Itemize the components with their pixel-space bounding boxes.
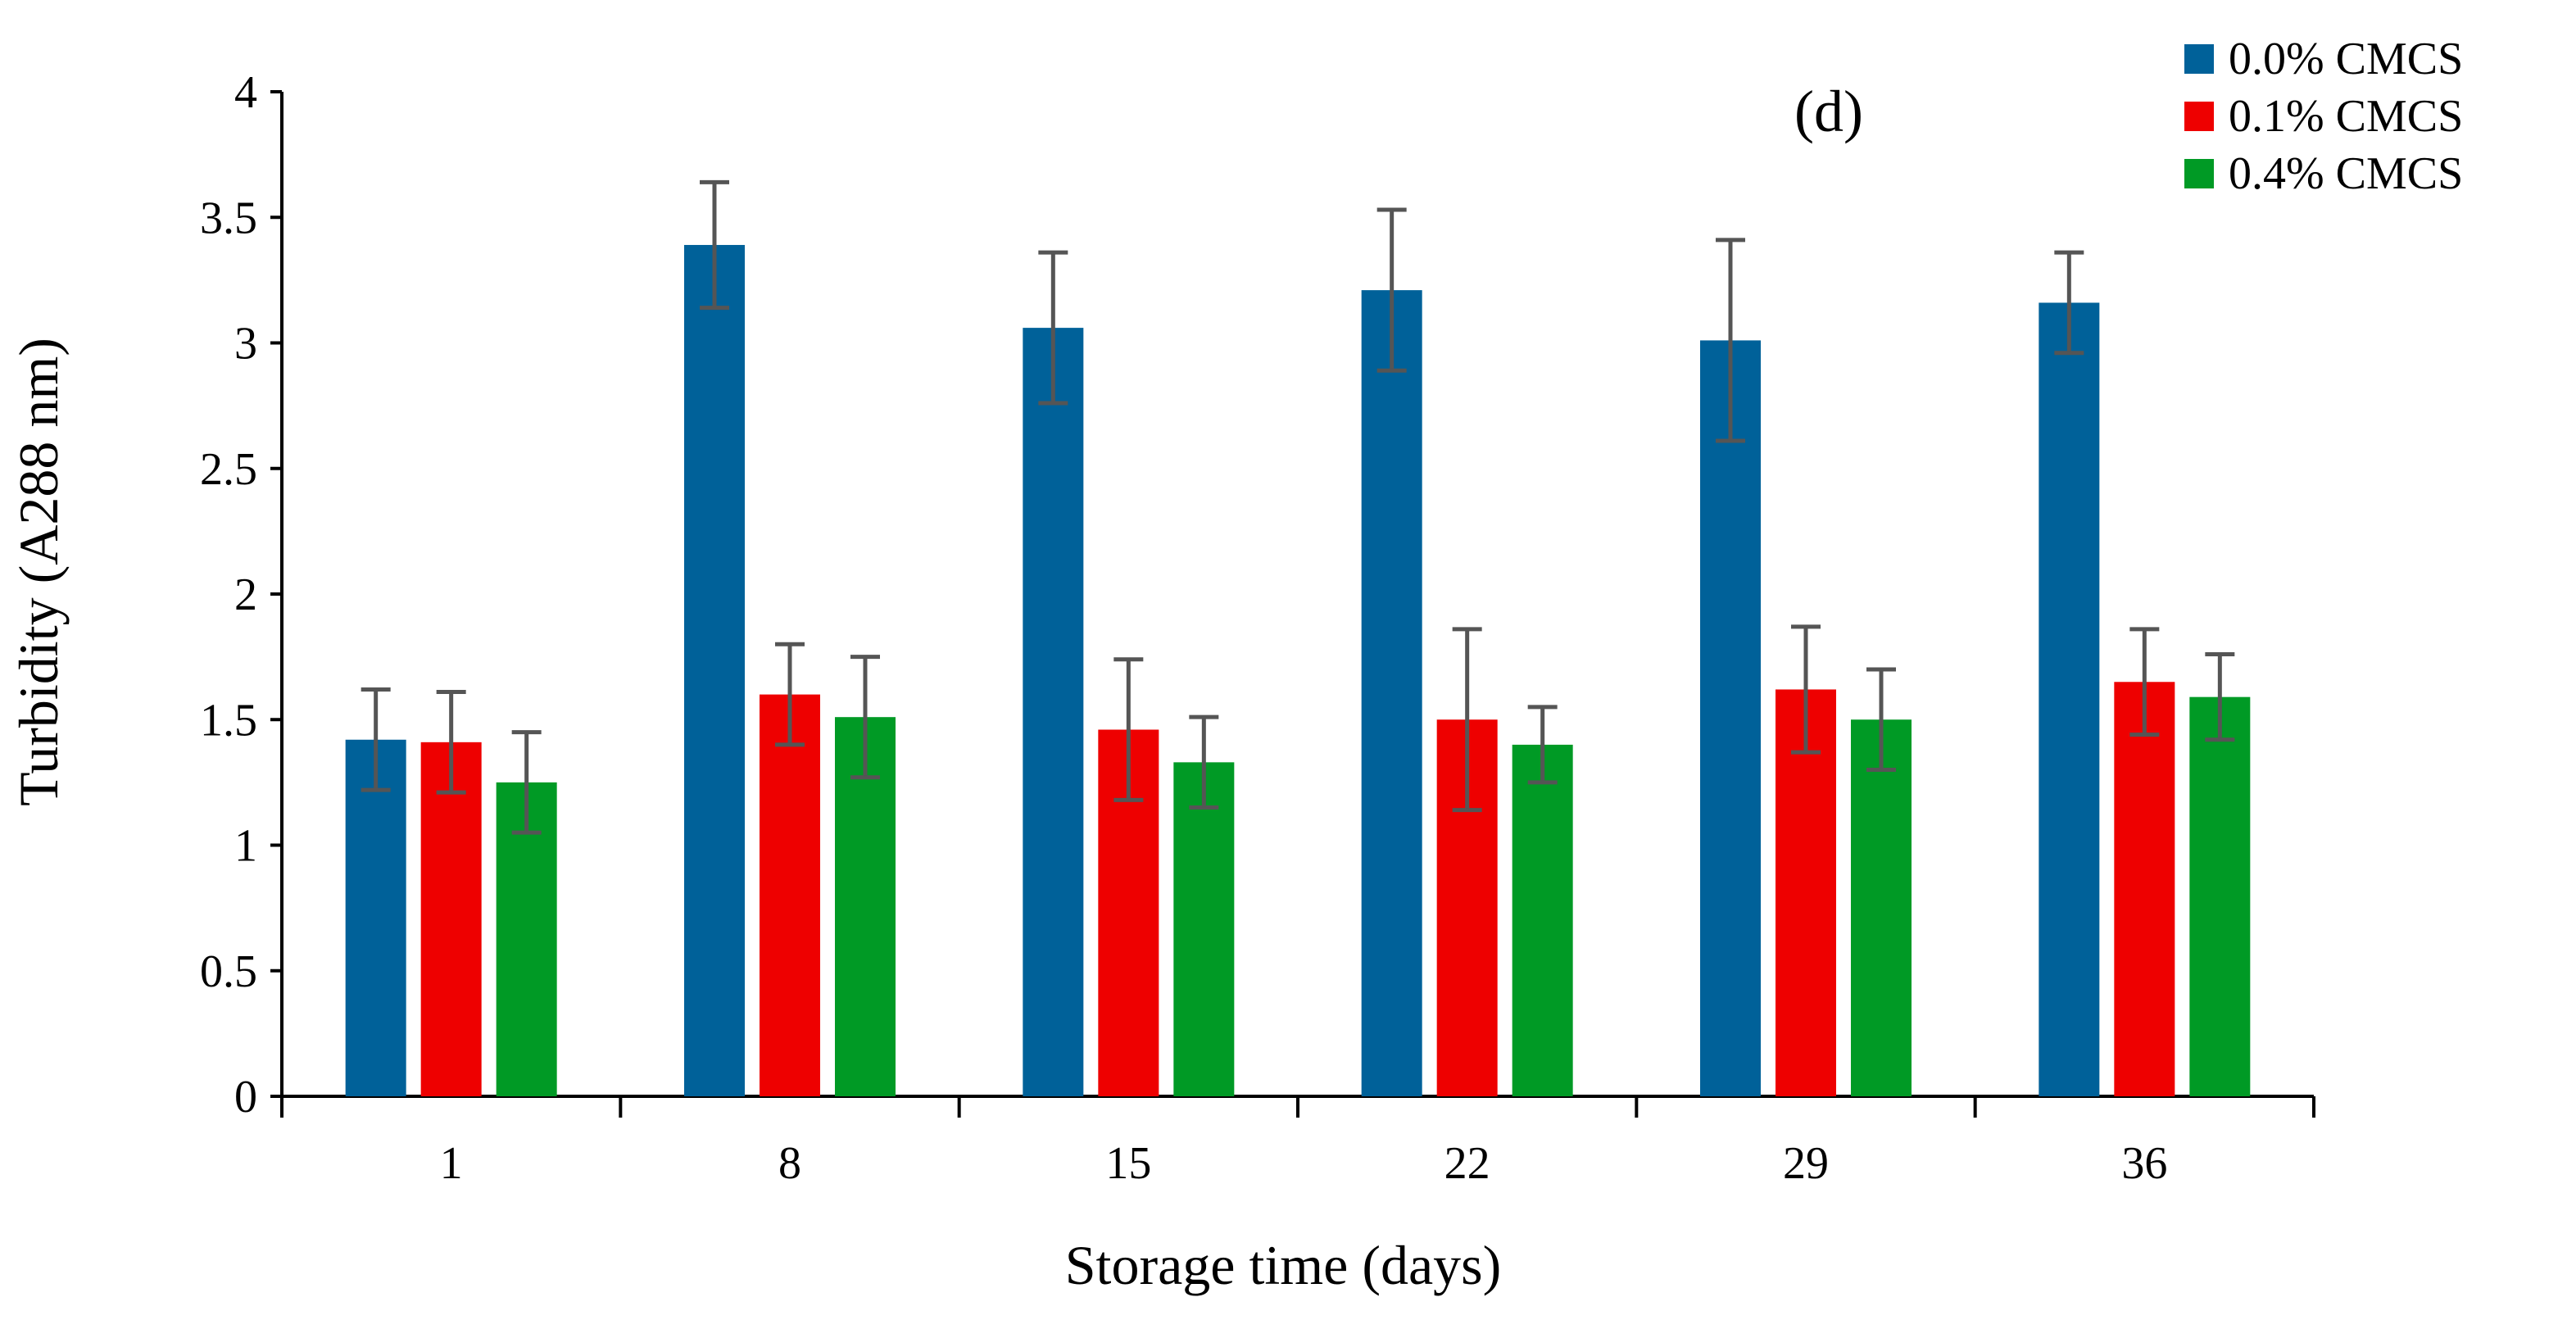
bar: [1700, 340, 1761, 1096]
legend-label: 0.4% CMCS: [2229, 148, 2463, 199]
y-tick-label: 3.5: [200, 193, 257, 243]
bar: [835, 717, 896, 1096]
x-axis: 1 8 15 22 29 36: [280, 1095, 2315, 1189]
legend-swatch: [2184, 102, 2214, 131]
bar: [1851, 719, 1912, 1096]
x-tick-label: 36: [2121, 1138, 2167, 1189]
bars: [345, 244, 2251, 1097]
bar: [684, 244, 745, 1097]
x-tick-label: 1: [440, 1138, 463, 1189]
legend: 0.0% CMCS 0.1% CMCS 0.4% CMCS: [2184, 34, 2463, 199]
bar: [2039, 302, 2100, 1097]
x-tick-label: 15: [1105, 1138, 1151, 1189]
y-tick-label: 1: [234, 821, 257, 872]
x-tick-label: 29: [1783, 1138, 1829, 1189]
y-tick-label: 0: [234, 1072, 257, 1123]
bar: [760, 694, 820, 1096]
bar: [1361, 290, 1422, 1096]
bar: [1512, 744, 1573, 1096]
bar: [1023, 328, 1084, 1096]
bar: [1173, 762, 1235, 1096]
bar: [345, 739, 406, 1096]
bar: [2189, 696, 2251, 1096]
legend-swatch: [2184, 44, 2214, 74]
y-tick-label: 3: [234, 319, 257, 370]
legend-label: 0.1% CMCS: [2229, 91, 2463, 142]
y-tick-label: 1.5: [200, 695, 257, 746]
y-axis-title: Turbidity (A288 nm): [7, 338, 70, 806]
bar: [420, 742, 482, 1096]
bar: [1776, 689, 1836, 1096]
y-tick-label: 4: [234, 67, 257, 118]
x-tick-label: 22: [1444, 1138, 1490, 1189]
panel-label: (d): [1794, 79, 1863, 144]
y-tick-label: 0.5: [200, 946, 257, 997]
x-axis-title: Storage time (days): [1065, 1234, 1502, 1296]
y-tick-label: 2.5: [200, 444, 257, 495]
legend-swatch: [2184, 159, 2214, 188]
legend-label: 0.0% CMCS: [2229, 34, 2463, 84]
y-axis: 0 0.5 1 1.5 2 2.5 3 3.5 4: [200, 67, 283, 1123]
bar: [496, 782, 557, 1096]
x-tick-label: 8: [778, 1138, 801, 1189]
bar: [2114, 682, 2175, 1096]
y-tick-label: 2: [234, 569, 257, 620]
error-bars: [361, 179, 2235, 835]
